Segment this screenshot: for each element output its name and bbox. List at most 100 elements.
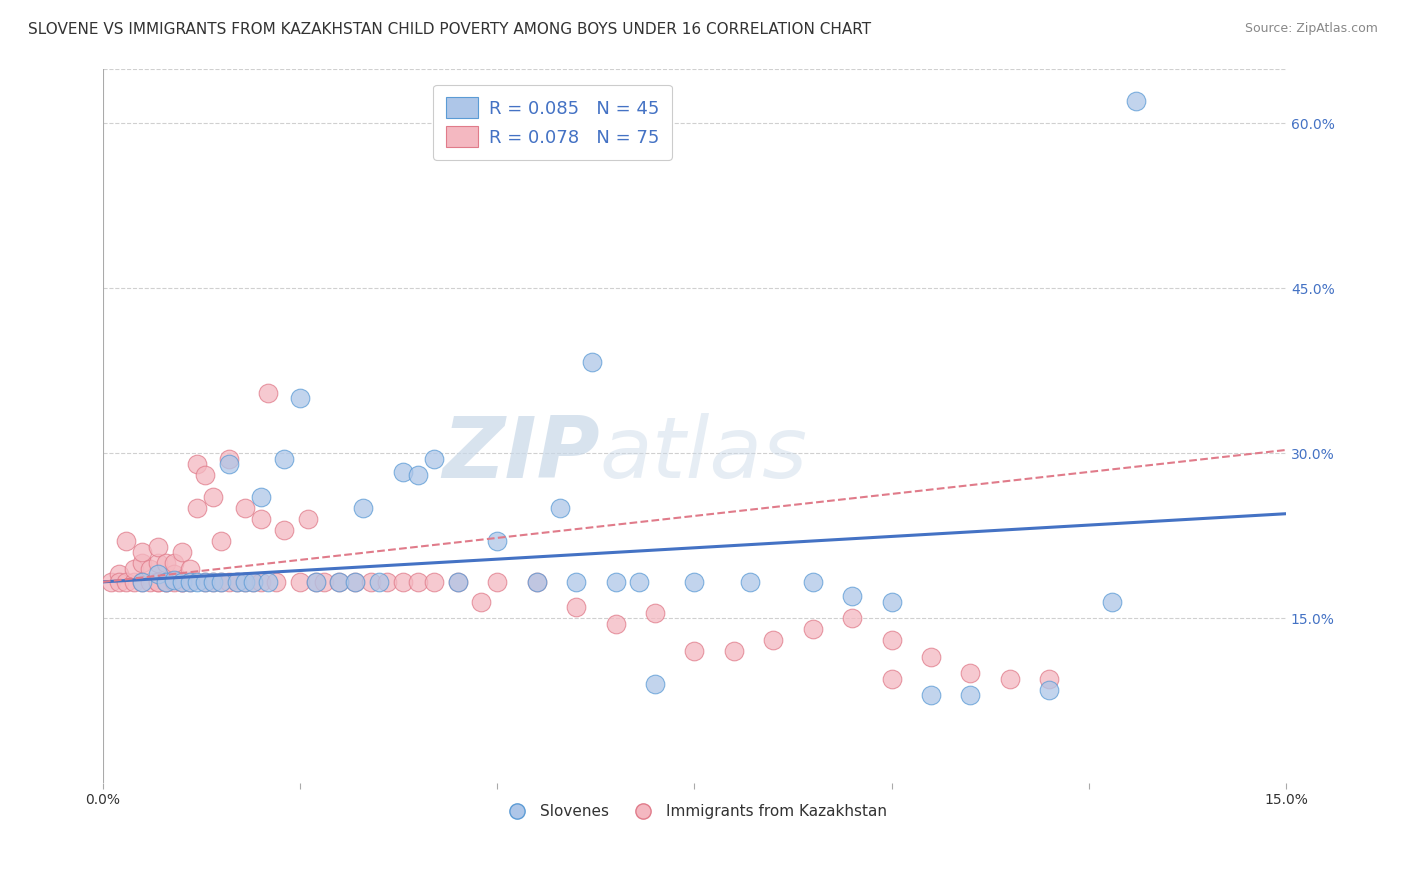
Point xyxy=(273,523,295,537)
Text: atlas: atlas xyxy=(600,413,808,496)
Point xyxy=(447,574,470,589)
Point xyxy=(209,574,232,589)
Point xyxy=(738,574,761,589)
Point xyxy=(408,468,430,483)
Point xyxy=(920,688,942,702)
Point xyxy=(352,501,374,516)
Point xyxy=(163,573,186,587)
Point xyxy=(360,574,382,589)
Point xyxy=(218,457,240,471)
Point xyxy=(124,574,146,589)
Point xyxy=(179,574,201,589)
Point xyxy=(131,556,153,570)
Point xyxy=(998,672,1021,686)
Point xyxy=(202,574,225,589)
Point xyxy=(115,574,138,589)
Point xyxy=(486,534,509,549)
Point xyxy=(628,574,651,589)
Point xyxy=(391,465,413,479)
Point xyxy=(146,556,169,570)
Point xyxy=(367,574,389,589)
Point xyxy=(423,574,446,589)
Point xyxy=(801,622,824,636)
Text: SLOVENE VS IMMIGRANTS FROM KAZAKHSTAN CHILD POVERTY AMONG BOYS UNDER 16 CORRELAT: SLOVENE VS IMMIGRANTS FROM KAZAKHSTAN CH… xyxy=(28,22,872,37)
Point xyxy=(644,606,666,620)
Point xyxy=(146,574,169,589)
Point xyxy=(139,574,162,589)
Point xyxy=(375,574,398,589)
Point xyxy=(344,574,367,589)
Point xyxy=(194,574,217,589)
Point xyxy=(565,574,588,589)
Point xyxy=(186,457,208,471)
Point xyxy=(959,666,981,681)
Point xyxy=(1125,95,1147,109)
Point xyxy=(526,574,548,589)
Point xyxy=(257,574,280,589)
Point xyxy=(328,574,350,589)
Point xyxy=(644,677,666,691)
Point xyxy=(146,540,169,554)
Point xyxy=(163,567,186,582)
Point xyxy=(1038,672,1060,686)
Point xyxy=(233,574,256,589)
Point xyxy=(131,574,153,589)
Point xyxy=(146,574,169,589)
Point xyxy=(880,633,903,648)
Point xyxy=(146,567,169,582)
Point xyxy=(209,574,232,589)
Text: ZIP: ZIP xyxy=(441,413,600,496)
Point xyxy=(841,611,863,625)
Point xyxy=(565,600,588,615)
Point xyxy=(1101,595,1123,609)
Point xyxy=(526,574,548,589)
Point xyxy=(115,534,138,549)
Point xyxy=(209,534,232,549)
Text: Source: ZipAtlas.com: Source: ZipAtlas.com xyxy=(1244,22,1378,36)
Point xyxy=(163,574,186,589)
Point xyxy=(242,574,264,589)
Point xyxy=(470,595,492,609)
Point xyxy=(233,574,256,589)
Point xyxy=(257,385,280,400)
Point xyxy=(605,616,627,631)
Point xyxy=(225,574,247,589)
Point xyxy=(107,567,129,582)
Point xyxy=(841,589,863,603)
Point xyxy=(155,556,177,570)
Point xyxy=(179,574,201,589)
Point xyxy=(762,633,785,648)
Point xyxy=(170,545,193,559)
Point xyxy=(107,574,129,589)
Point xyxy=(100,574,122,589)
Point xyxy=(605,574,627,589)
Point xyxy=(186,574,208,589)
Point xyxy=(194,574,217,589)
Point xyxy=(194,468,217,483)
Point xyxy=(163,556,186,570)
Point xyxy=(155,574,177,589)
Point xyxy=(959,688,981,702)
Point xyxy=(170,574,193,589)
Point xyxy=(1038,682,1060,697)
Point xyxy=(683,574,706,589)
Point xyxy=(186,501,208,516)
Point xyxy=(218,574,240,589)
Point xyxy=(447,574,470,589)
Point xyxy=(155,574,177,589)
Point xyxy=(305,574,328,589)
Point xyxy=(170,574,193,589)
Point xyxy=(249,512,271,526)
Point xyxy=(124,562,146,576)
Point xyxy=(723,644,745,658)
Point xyxy=(328,574,350,589)
Point xyxy=(170,574,193,589)
Point xyxy=(408,574,430,589)
Point xyxy=(423,451,446,466)
Point xyxy=(391,574,413,589)
Point xyxy=(880,595,903,609)
Point xyxy=(305,574,328,589)
Point xyxy=(249,490,271,504)
Point xyxy=(344,574,367,589)
Point xyxy=(312,574,335,589)
